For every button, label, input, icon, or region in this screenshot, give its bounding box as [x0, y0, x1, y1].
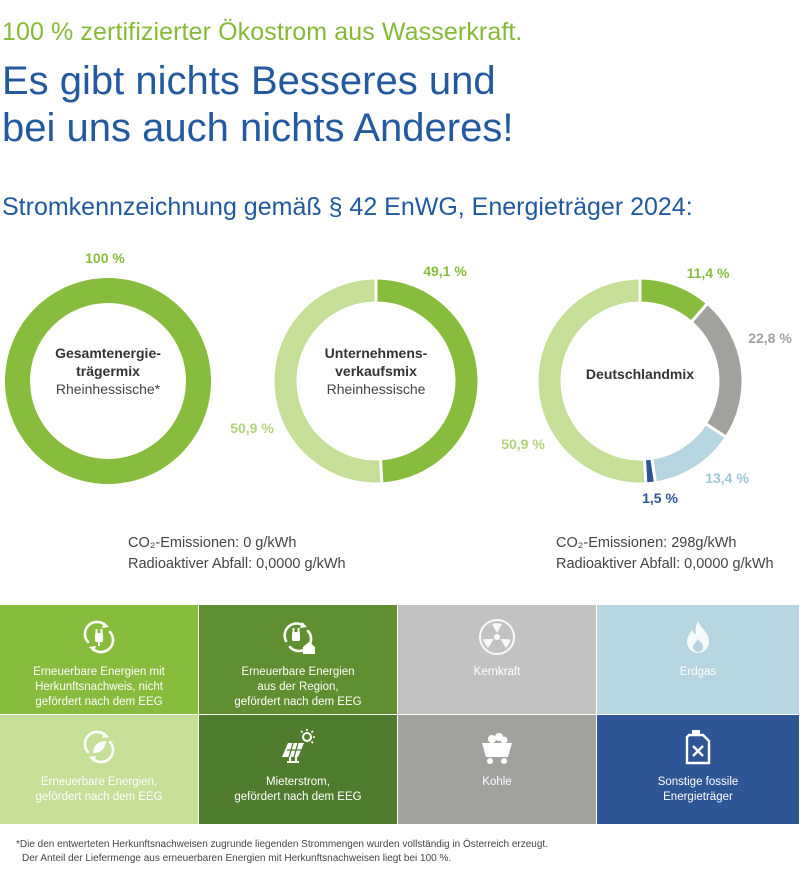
donut-3-label-3: 13,4 %	[705, 470, 749, 486]
nuclear-icon	[477, 617, 517, 657]
recycle-plug-home-icon	[278, 617, 318, 657]
legend-label-6: Mieterstrom, gefördert nach dem EEG	[234, 776, 362, 803]
radioactive-waste-right: Radioaktiver Abfall: 0,0000 g/kWh	[556, 556, 774, 572]
coal-cart-icon	[477, 727, 517, 767]
solar-panel-icon	[278, 727, 318, 767]
legend-label-2: Erneuerbare Energien aus der Region, gef…	[234, 666, 362, 708]
footnote-line-1: *Die den entwerteten Herkunftsnachweisen…	[16, 839, 548, 850]
headline-line-1: Es gibt nichts Besseres und	[2, 59, 496, 103]
donut-2-label-2: 50,9 %	[230, 420, 274, 436]
chart-section-title: Stromkennzeichnung gemäß § 42 EnWG, Ener…	[2, 193, 693, 221]
legend-label-3: Kernkraft	[473, 666, 521, 678]
legend-tile-6: Mieterstrom, gefördert nach dem EEG	[199, 715, 398, 825]
legend-tile-4: Erdgas	[597, 605, 800, 715]
legend-label-5: Erneuerbare Energien, gefördert nach dem…	[35, 776, 163, 803]
donut-1-subtitle: Rheinhessische*	[56, 381, 161, 397]
legend-tile-3: Kernkraft	[398, 605, 597, 715]
donut-1-slice-1	[5, 278, 211, 484]
radioactive-waste-left: Radioaktiver Abfall: 0,0000 g/kWh	[128, 556, 346, 572]
donut-3-label-2: 22,8 %	[748, 330, 792, 346]
donut-3-slice-5	[535, 276, 648, 486]
emissions-left: CO₂-Emissionen: 0 g/kWh Radioaktiver Abf…	[128, 533, 346, 575]
fuel-canister-icon	[678, 727, 718, 767]
donut-2-subtitle: Rheinhessische	[327, 381, 426, 397]
donut-3-label-5: 50,9 %	[501, 436, 545, 452]
headline-line-2: bei uns auch nichts Anderes!	[2, 106, 514, 150]
recycle-plug-icon	[79, 617, 119, 657]
legend-label-1: Erneuerbare Energien mit Herkunftsnachwe…	[33, 666, 165, 708]
donut-2-label-1: 49,1 %	[423, 263, 467, 279]
emissions-right: CO₂-Emissionen: 298g/kWh Radioaktiver Ab…	[556, 533, 774, 575]
donut-1-title-line-1: Gesamtenergie-	[55, 345, 161, 361]
donut-3-label-1: 11,4 %	[687, 265, 730, 281]
footnote: *Die den entwerteten Herkunftsnachweisen…	[16, 838, 548, 866]
donut-3-slice-2	[689, 301, 745, 440]
legend-tile-7: Kohle	[398, 715, 597, 825]
legend-tile-5: Erneuerbare Energien, gefördert nach dem…	[0, 715, 199, 825]
legend-label-7: Kohle	[482, 776, 512, 788]
donut-3-title-line-1: Deutschlandmix	[586, 366, 694, 382]
donut-2-slice-2	[271, 276, 384, 486]
flame-icon	[678, 617, 718, 657]
donut-2-slice-1	[374, 276, 481, 486]
footnote-line-2: Der Anteil der Liefermenge aus erneuerba…	[22, 853, 452, 864]
donut-1-title-line-2: trägermix	[76, 363, 140, 379]
donut-1-label-1: 100 %	[85, 250, 125, 266]
donut-3-label-4: 1,5 %	[642, 490, 678, 505]
donut-2-title-line-2: verkaufsmix	[335, 363, 417, 379]
legend-tile-1: Erneuerbare Energien mit Herkunftsnachwe…	[0, 605, 199, 715]
donut-charts: Gesamtenergie-trägermix Rheinhessische* 10…	[5, 250, 792, 505]
recycle-leaf-icon	[79, 727, 119, 767]
legend-label-8: Sonstige fossile Energieträger	[657, 776, 739, 803]
legend-tile-2: Erneuerbare Energien aus der Region, gef…	[199, 605, 398, 715]
tagline: 100 % zertifizierter Ökostrom aus Wasser…	[2, 18, 523, 46]
co2-emissions-right: CO₂-Emissionen: 298g/kWh	[556, 535, 737, 551]
legend-label-4: Erdgas	[679, 666, 717, 678]
energy-source-legend: Erneuerbare Energien mit Herkunftsnachwe…	[0, 605, 800, 825]
headline: Es gibt nichts Besseres und bei uns auch…	[2, 58, 513, 152]
donut-2-title-line-1: Unternehmens-	[325, 345, 428, 361]
legend-tile-8: Sonstige fossile Energieträger	[597, 715, 800, 825]
co2-emissions-left: CO₂-Emissionen: 0 g/kWh	[128, 535, 297, 551]
